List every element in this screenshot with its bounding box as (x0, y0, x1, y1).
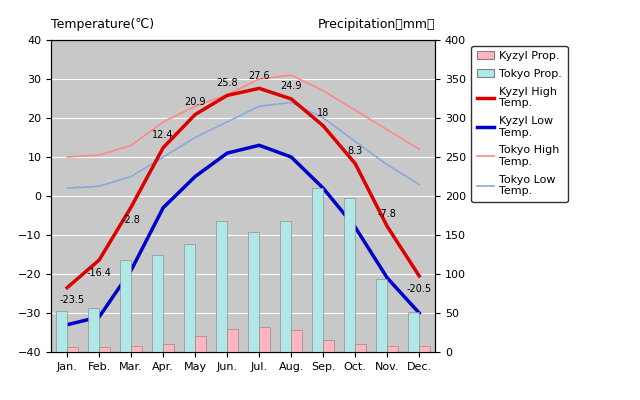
Bar (248, 232, 259, 352)
Text: -23.5: -23.5 (60, 295, 84, 305)
Text: -20.5: -20.5 (406, 284, 432, 294)
Bar (120, 260, 131, 352)
Text: 20.9: 20.9 (184, 97, 206, 107)
Bar (131, 346, 142, 352)
Bar (195, 336, 206, 352)
Bar (259, 327, 270, 352)
Bar (419, 346, 430, 352)
Bar (163, 344, 174, 352)
Legend: Kyzyl Prop., Tokyo Prop., Kyzyl High
Temp., Kyzyl Low
Temp., Tokyo High
Temp., T: Kyzyl Prop., Tokyo Prop., Kyzyl High Tem… (472, 46, 568, 202)
Bar (344, 198, 355, 352)
Text: Precipitation（mm）: Precipitation（mm） (317, 18, 435, 31)
Bar (227, 329, 238, 352)
Text: -7.8: -7.8 (378, 209, 397, 219)
Bar (387, 346, 398, 352)
Text: -16.4: -16.4 (87, 268, 111, 278)
Text: 18: 18 (317, 108, 330, 118)
Bar (291, 330, 302, 352)
Bar (88, 308, 99, 352)
Text: -2.8: -2.8 (122, 214, 141, 224)
Bar (323, 340, 334, 352)
Bar (312, 188, 323, 352)
Bar (152, 254, 163, 352)
Text: 24.9: 24.9 (280, 81, 302, 91)
Bar (56, 312, 67, 352)
Bar (216, 221, 227, 352)
Bar (376, 280, 387, 352)
Bar (280, 221, 291, 352)
Text: 8.3: 8.3 (348, 146, 363, 156)
Text: Temperature(℃): Temperature(℃) (51, 18, 154, 31)
Bar (99, 346, 110, 352)
Text: 25.8: 25.8 (216, 78, 238, 88)
Text: 12.4: 12.4 (152, 130, 174, 140)
Bar (67, 346, 79, 352)
Text: 27.6: 27.6 (248, 71, 270, 81)
Bar (355, 344, 366, 352)
Bar (184, 244, 195, 352)
Bar (408, 312, 419, 352)
